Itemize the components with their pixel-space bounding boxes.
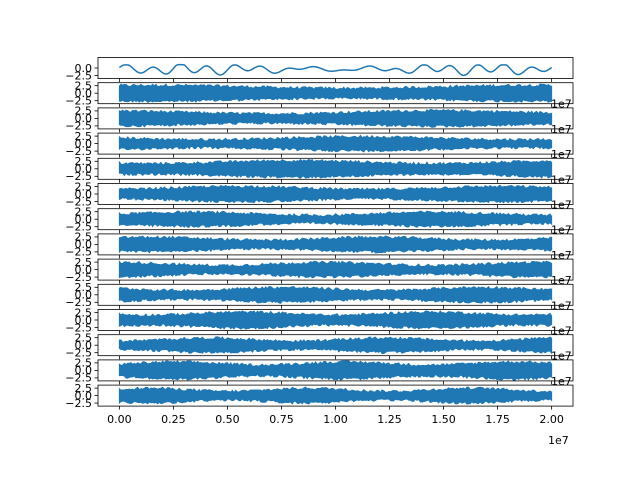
clipped-offset-label: 1e7: [551, 148, 572, 161]
series-band-6: [118, 184, 553, 204]
clipped-offset-label: 1e7: [551, 375, 572, 388]
x-tick-label: 0.75: [269, 413, 294, 426]
clipped-offset-label: 1e7: [551, 299, 572, 312]
y-tick-label: 0.0: [75, 339, 93, 352]
clipped-offset-label: 1e7: [551, 173, 572, 186]
y-tick-label: 2.5: [75, 180, 93, 193]
series-band-2: [118, 83, 553, 103]
series-band-3: [118, 108, 553, 128]
subplot-6: 2.50.0−2.5 1e7: [65, 180, 574, 212]
y-tick-label: 0.0: [75, 289, 93, 302]
x-offset-label: 1e7: [548, 434, 569, 447]
y-tick-label: 0.0: [75, 238, 93, 251]
series-band-13: [118, 360, 553, 381]
y-tick-label: −2.5: [65, 120, 92, 133]
y-tick-label: −2.5: [65, 221, 92, 234]
y-tick-label: 2.5: [75, 80, 93, 93]
subplot-13: 2.50.0−2.5 1e7: [65, 357, 574, 388]
series-band-10: [118, 285, 553, 304]
series-band-11: [118, 310, 553, 330]
y-tick-label: 2.5: [75, 206, 93, 219]
y-tick-label: 2.5: [75, 256, 93, 269]
clipped-offset-label: 1e7: [551, 249, 572, 262]
series-band-8: [118, 235, 553, 254]
subplot-14: 2.50.0−2.5: [65, 382, 574, 410]
y-tick-label: 2.5: [75, 306, 93, 319]
subplot-11: 2.50.0−2.5 1e7: [65, 306, 574, 338]
subplot-1: 0.0−2.5: [65, 57, 574, 82]
y-tick-label: 0.0: [75, 62, 93, 75]
series-band-7: [118, 210, 553, 228]
y-tick-label: −2.5: [65, 95, 92, 108]
y-tick-label: 0.0: [75, 263, 93, 276]
y-tick-label: 0.0: [75, 389, 93, 402]
subplot-2: 2.50.0−2.5 1e7: [65, 80, 574, 111]
x-tick-label: 0.50: [215, 413, 240, 426]
x-tick-label: 1.00: [323, 413, 348, 426]
clipped-offset-label: 1e7: [551, 123, 572, 136]
clipped-offset-label: 1e7: [551, 350, 572, 363]
series-band-14: [118, 386, 553, 405]
y-tick-label: −2.5: [65, 271, 92, 284]
y-tick-label: 2.5: [75, 105, 93, 118]
clipped-offset-label: 1e7: [551, 98, 572, 111]
subplot-3: 2.50.0−2.5 1e7: [65, 105, 574, 136]
y-tick-label: −2.5: [65, 195, 92, 208]
x-tick-label: 1.50: [431, 413, 456, 426]
y-tick-label: −2.5: [65, 246, 92, 259]
x-tick-label: 2.00: [539, 413, 564, 426]
x-tick-label: 0.00: [107, 413, 132, 426]
x-tick-label: 0.25: [161, 413, 186, 426]
y-tick-label: 0.0: [75, 87, 93, 100]
clipped-offset-label: 1e7: [551, 224, 572, 237]
y-tick-label: −2.5: [65, 347, 92, 360]
series-band-5: [118, 158, 553, 179]
clipped-offset-label: 1e7: [551, 325, 572, 338]
y-tick-label: 2.5: [75, 130, 93, 143]
y-tick-label: 0.0: [75, 137, 93, 150]
y-tick-label: 0.0: [75, 364, 93, 377]
y-tick-label: 2.5: [75, 281, 93, 294]
subplot-9: 2.50.0−2.5 1e7: [65, 256, 574, 287]
subplot-10: 2.50.0−2.5 1e7: [65, 281, 574, 312]
y-tick-label: −2.5: [65, 321, 92, 334]
x-tick-label: 1.25: [377, 413, 402, 426]
y-tick-label: −2.5: [65, 397, 92, 410]
axes-frame: [97, 57, 574, 79]
y-tick-label: 2.5: [75, 155, 93, 168]
y-tick-label: −2.5: [65, 145, 92, 158]
clipped-offset-label: 1e7: [551, 199, 572, 212]
y-tick-label: 0.0: [75, 163, 93, 176]
y-tick-label: −2.5: [65, 69, 92, 82]
y-tick-label: −2.5: [65, 372, 92, 385]
series-band-4: [118, 134, 553, 153]
subplot-7: 2.50.0−2.5 1e7: [65, 206, 574, 237]
y-tick-label: 0.0: [75, 213, 93, 226]
y-tick-label: 2.5: [75, 231, 93, 244]
y-tick-label: 0.0: [75, 112, 93, 125]
series-band-12: [118, 336, 553, 355]
y-tick-label: −2.5: [65, 296, 92, 309]
clipped-offset-label: 1e7: [551, 274, 572, 287]
subplot-8: 2.50.0−2.5 1e7: [65, 231, 574, 262]
subplot-5: 2.50.0−2.5 1e7: [65, 155, 574, 186]
x-tick-label: 1.75: [485, 413, 510, 426]
subplot-12: 2.50.0−2.5 1e7: [65, 332, 574, 363]
y-tick-label: 0.0: [75, 188, 93, 201]
subplot-4: 2.50.0−2.5 1e7: [65, 130, 574, 161]
series-line-1: [118, 63, 553, 77]
y-tick-label: 2.5: [75, 357, 93, 370]
series-band-9: [118, 260, 553, 279]
y-tick-label: −2.5: [65, 170, 92, 183]
y-tick-label: 2.5: [75, 382, 93, 395]
y-tick-label: 0.0: [75, 314, 93, 327]
y-tick-label: 2.5: [75, 332, 93, 345]
